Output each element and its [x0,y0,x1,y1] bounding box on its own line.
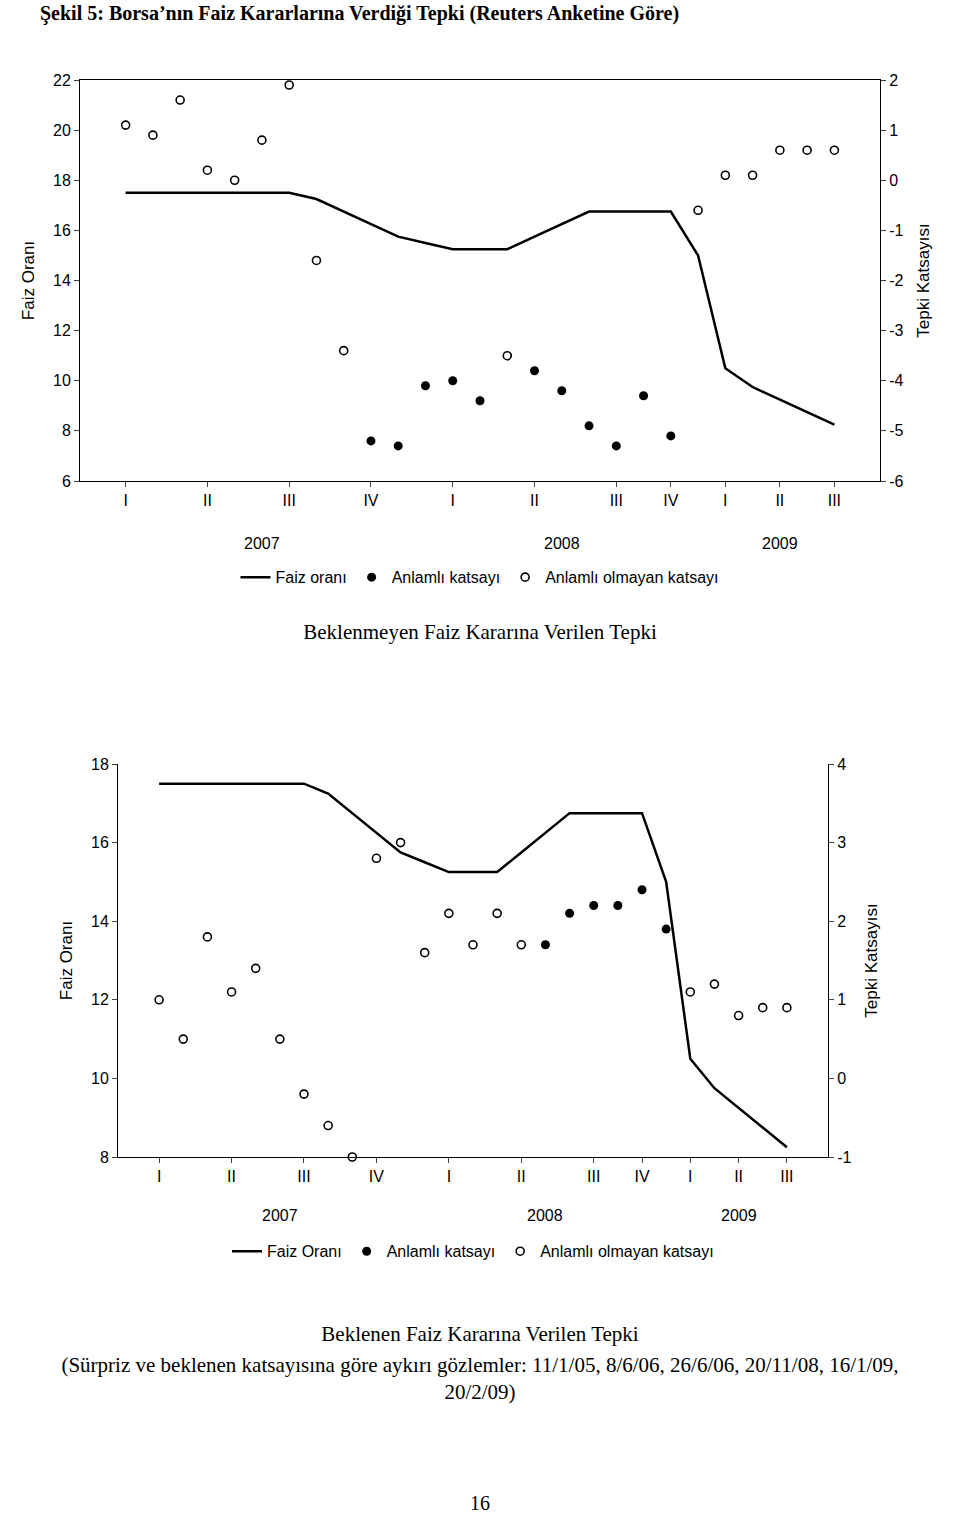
svg-text:-5: -5 [889,422,903,439]
svg-text:1: 1 [837,991,846,1008]
svg-text:2: 2 [837,913,846,930]
svg-text:III: III [828,492,841,509]
svg-text:-4: -4 [889,372,903,389]
svg-text:III: III [587,1168,600,1185]
svg-text:1: 1 [889,122,898,139]
svg-text:2: 2 [889,72,898,89]
svg-text:18: 18 [53,172,71,189]
svg-text:Anlamlı katsayı: Anlamlı katsayı [392,569,500,586]
html-text:16: 16 [470,1492,490,1514]
svg-text:II: II [775,492,784,509]
svg-text:Faiz Oranı: Faiz Oranı [57,921,76,1000]
svg-text:3: 3 [837,834,846,851]
svg-text:2009: 2009 [721,1207,757,1224]
svg-text:14: 14 [91,913,109,930]
svg-text:12: 12 [53,322,71,339]
svg-text:8: 8 [100,1149,109,1166]
svg-text:Anlamlı olmayan katsayı: Anlamlı olmayan katsayı [545,569,718,586]
svg-text:I: I [688,1168,692,1185]
svg-text:0: 0 [889,172,898,189]
svg-text:III: III [610,492,623,509]
svg-text:Tepki Katsayısı: Tepki Katsayısı [862,903,881,1017]
html-text:Beklenen Faiz Kararına Verilen: Beklenen Faiz Kararına Verilen Tepki [321,1322,639,1346]
html-text:Beklenmeyen Faiz Kararına Veri: Beklenmeyen Faiz Kararına Verilen Tepki [303,620,657,644]
svg-text:I: I [447,1168,451,1185]
svg-text:II: II [734,1168,743,1185]
svg-text:4: 4 [837,756,846,773]
svg-text:I: I [451,492,455,509]
svg-text:Anlamlı olmayan katsayı: Anlamlı olmayan katsayı [540,1243,713,1260]
svg-text:12: 12 [91,991,109,1008]
svg-text:II: II [517,1168,526,1185]
svg-text:22: 22 [53,72,71,89]
svg-text:-6: -6 [889,473,903,490]
svg-text:Anlamlı katsayı: Anlamlı katsayı [387,1243,495,1260]
svg-text:II: II [203,492,212,509]
svg-text:0: 0 [837,1070,846,1087]
svg-text:-2: -2 [889,272,903,289]
svg-text:2008: 2008 [527,1207,563,1224]
svg-text:2009: 2009 [762,535,798,552]
svg-text:2007: 2007 [244,535,280,552]
svg-text:Faiz Oranı: Faiz Oranı [19,241,38,320]
svg-text:20: 20 [53,122,71,139]
svg-text:2008: 2008 [544,535,580,552]
svg-text:8: 8 [62,422,71,439]
svg-text:6: 6 [62,473,71,490]
svg-text:II: II [227,1168,236,1185]
svg-text:I: I [723,492,727,509]
svg-text:-1: -1 [889,222,903,239]
svg-text:Tepki Katsayısı: Tepki Katsayısı [914,223,933,337]
svg-text:III: III [780,1168,793,1185]
svg-text:-3: -3 [889,322,903,339]
svg-text:I: I [157,1168,161,1185]
svg-text:-1: -1 [837,1149,851,1166]
svg-text:16: 16 [91,834,109,851]
svg-text:III: III [297,1168,310,1185]
svg-text:10: 10 [91,1070,109,1087]
svg-text:2007: 2007 [262,1207,298,1224]
svg-text:I: I [123,492,127,509]
svg-text:Faiz Oranı: Faiz Oranı [267,1243,342,1260]
svg-text:18: 18 [91,756,109,773]
svg-text:14: 14 [53,272,71,289]
svg-text:III: III [283,492,296,509]
svg-text:II: II [530,492,539,509]
svg-text:IV: IV [634,1168,649,1185]
svg-text:10: 10 [53,372,71,389]
svg-text:IV: IV [369,1168,384,1185]
svg-text:Faiz oranı: Faiz oranı [276,569,347,586]
svg-text:IV: IV [363,492,378,509]
html-text:(Sürpriz ve beklenen katsayısı: (Sürpriz ve beklenen katsayısına göre ay… [61,1353,899,1404]
svg-text:16: 16 [53,222,71,239]
html-text:Şekil 5: Borsa’nın Faiz Kararl: Şekil 5: Borsa’nın Faiz Kararlarına Verd… [40,2,680,24]
svg-text:IV: IV [663,492,678,509]
